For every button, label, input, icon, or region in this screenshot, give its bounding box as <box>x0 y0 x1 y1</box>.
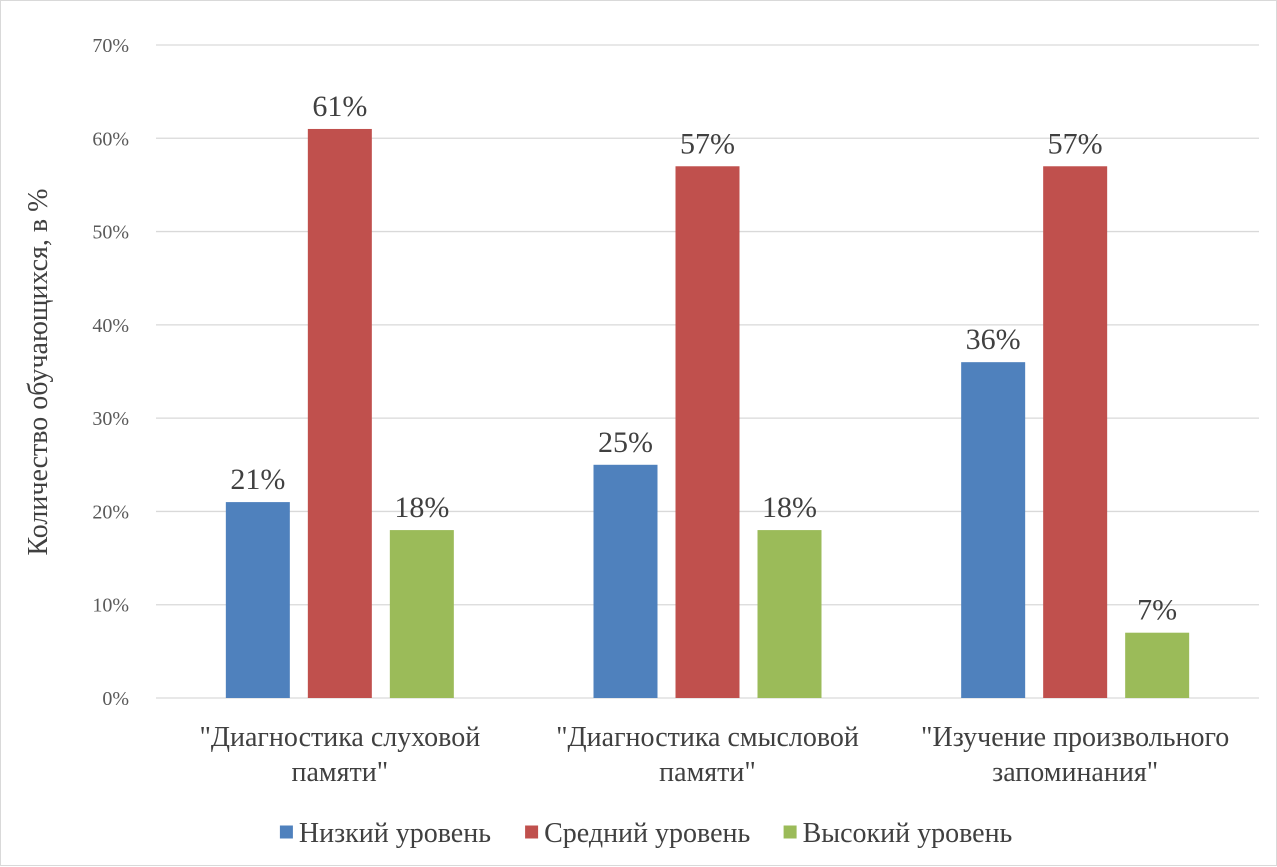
bar-2-2 <box>675 166 740 698</box>
data-label: 18% <box>762 491 817 524</box>
legend-swatch <box>279 825 293 839</box>
y-tick-label: 70% <box>92 35 129 57</box>
y-axis-title-group: Количество обучающихся, в % <box>23 189 54 556</box>
y-tick-label: 40% <box>92 315 129 337</box>
y-axis-ticks: 0% 10% 20% 30% 40% 50% 60% 70% <box>92 35 129 710</box>
data-label: 21% <box>230 463 285 496</box>
bar-3-3 <box>1125 632 1190 698</box>
legend-label: Низкий уровень <box>299 818 491 849</box>
y-tick-label: 10% <box>92 595 129 617</box>
category-label: "Диагностика смысловой <box>556 722 859 753</box>
data-label: 57% <box>1048 127 1103 160</box>
y-tick-label: 0% <box>102 688 129 710</box>
category-label: запоминания" <box>992 757 1158 788</box>
bar-1-3 <box>961 362 1026 698</box>
data-label: 36% <box>966 323 1021 356</box>
y-tick-label: 60% <box>92 128 129 150</box>
y-tick-label: 30% <box>92 408 129 430</box>
legend-item: Низкий уровень <box>279 818 491 849</box>
bar-2-3 <box>1043 166 1108 698</box>
bars <box>225 128 1190 698</box>
data-label: 61% <box>312 90 367 123</box>
x-axis-categories: "Диагностика слуховой памяти" "Диагностика… <box>199 722 1229 788</box>
legend-swatch <box>783 825 797 839</box>
legend-label: Средний уровень <box>544 818 750 849</box>
data-label: 18% <box>394 491 449 524</box>
y-tick-label: 50% <box>92 222 129 244</box>
bar-3-2 <box>757 530 822 698</box>
category-label: памяти" <box>659 757 756 788</box>
legend-item: Средний уровень <box>525 818 750 849</box>
legend-label: Высокий уровень <box>803 818 1013 849</box>
data-label: 7% <box>1137 594 1177 627</box>
y-tick-label: 20% <box>92 501 129 523</box>
data-label: 25% <box>598 426 653 459</box>
bar-1-1 <box>225 502 290 698</box>
legend-item: Высокий уровень <box>783 818 1013 849</box>
category-label: памяти" <box>291 757 388 788</box>
bar-2-1 <box>307 128 372 698</box>
bar-3-1 <box>389 530 454 698</box>
category-label: "Диагностика слуховой <box>199 722 480 753</box>
category-label: "Изучение произвольного <box>921 722 1229 753</box>
y-axis-title: Количество обучающихся, в % <box>23 189 54 556</box>
legend-swatch <box>525 825 539 839</box>
legend: Низкий уровень Средний уровень Высокий уро… <box>279 818 1013 849</box>
bar-1-2 <box>593 464 658 698</box>
data-label: 57% <box>680 127 735 160</box>
data-labels: 21% 25% 36% 61% 57% 57% 18% 18% 7% <box>230 90 1177 627</box>
